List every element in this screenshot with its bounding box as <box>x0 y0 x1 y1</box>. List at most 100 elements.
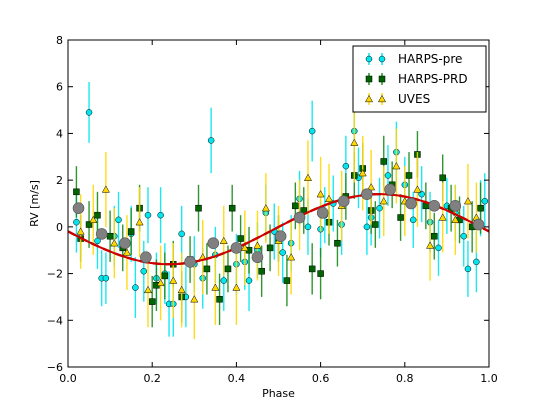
model-curve-dashed <box>67 192 490 266</box>
data-point <box>115 216 122 224</box>
data-point <box>73 218 80 226</box>
data-point <box>232 283 241 291</box>
data-point <box>460 232 467 240</box>
data-point <box>279 249 286 256</box>
data-point <box>380 158 387 165</box>
y-tick-label: −4 <box>47 314 63 327</box>
data-point <box>85 221 93 228</box>
legend-item: UVES <box>364 92 430 106</box>
data-point <box>237 235 244 242</box>
data-point <box>324 194 334 202</box>
data-point <box>127 228 135 235</box>
data-point <box>350 138 359 146</box>
data-point <box>293 211 306 224</box>
data-point <box>308 127 316 135</box>
data-point <box>89 215 98 223</box>
x-axis-label: Phase <box>262 387 295 400</box>
data-point <box>220 277 228 284</box>
legend-label: HARPS-pre <box>398 52 462 66</box>
data-point <box>405 172 413 179</box>
legend-label: HARPS-PRD <box>398 72 468 86</box>
x-tick-label: 0.0 <box>59 372 77 385</box>
data-point <box>110 239 119 247</box>
y-tick-label: 2 <box>56 174 63 187</box>
data-point <box>435 244 442 252</box>
data-point <box>287 253 296 261</box>
data-point <box>140 267 148 275</box>
data-point <box>367 183 376 191</box>
data-point <box>317 270 324 277</box>
y-tick-label: 0 <box>56 221 63 234</box>
data-point <box>102 274 110 282</box>
x-tick-label: 0.6 <box>312 372 330 385</box>
data-point <box>308 265 316 273</box>
data-point <box>101 185 110 193</box>
data-point <box>477 204 484 212</box>
data-point <box>177 285 186 294</box>
data-point <box>240 243 249 252</box>
legend-marker <box>378 55 386 63</box>
data-point <box>379 197 388 205</box>
data-point <box>358 169 367 177</box>
data-point <box>449 200 462 212</box>
data-layer <box>73 82 489 339</box>
data-point <box>292 202 299 210</box>
x-tick-label: 0.2 <box>143 372 161 385</box>
data-point <box>431 232 438 240</box>
data-point <box>413 185 422 193</box>
plot-frame <box>67 39 490 368</box>
data-point <box>157 211 164 219</box>
data-point <box>161 272 169 280</box>
data-point <box>203 265 211 273</box>
data-point <box>72 202 85 214</box>
data-point <box>119 237 131 250</box>
data-point <box>439 174 446 182</box>
legend-marker <box>378 75 386 83</box>
data-point <box>195 204 202 212</box>
data-point <box>384 172 392 179</box>
data-point <box>85 109 93 116</box>
legend-item: HARPS-PRD <box>365 72 468 86</box>
tick-layer: 0.0 0.2 0.4 0.6 0.8 1.0 −6 −4 −2 0 2 4 6 8 <box>47 34 498 385</box>
series-uves <box>76 103 481 339</box>
data-point <box>106 232 114 240</box>
x-tick-label: 0.4 <box>228 372 246 385</box>
data-point <box>303 173 312 181</box>
legend-item: HARPS-pre <box>365 52 462 66</box>
data-point <box>144 211 152 219</box>
data-point <box>228 204 236 212</box>
data-point <box>230 242 243 254</box>
data-point <box>363 223 371 231</box>
data-point <box>143 285 153 294</box>
data-point <box>76 227 85 235</box>
data-point <box>251 251 264 264</box>
data-point <box>337 195 350 207</box>
data-point <box>274 230 287 242</box>
data-point <box>418 190 425 198</box>
data-point <box>190 295 199 303</box>
legend-marker <box>365 55 373 63</box>
data-point <box>409 216 417 224</box>
data-point <box>224 265 232 273</box>
legend-box <box>352 45 487 113</box>
data-point <box>169 276 178 284</box>
y-tick-label: −6 <box>47 361 63 374</box>
data-point <box>304 223 312 231</box>
data-point <box>245 277 253 284</box>
y-tick-label: 8 <box>56 34 63 47</box>
data-point <box>253 241 262 249</box>
data-point <box>372 221 379 228</box>
data-point <box>94 211 101 219</box>
legend: HARPS-pre HARPS-PRD UVES <box>352 45 487 113</box>
data-point <box>132 284 139 291</box>
data-point <box>156 278 165 287</box>
legend-marker <box>377 94 387 103</box>
legend-marker <box>364 94 374 103</box>
data-point <box>140 251 152 264</box>
data-point <box>481 197 489 205</box>
data-point <box>473 258 480 266</box>
data-point <box>73 188 80 196</box>
data-point <box>397 214 404 221</box>
data-point <box>464 265 472 273</box>
